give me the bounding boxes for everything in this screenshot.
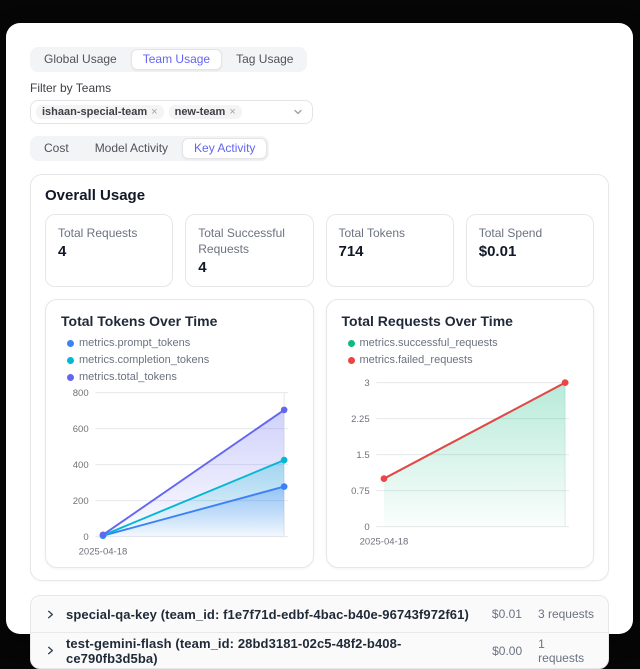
legend-label: metrics.prompt_tokens xyxy=(79,337,191,349)
svg-text:400: 400 xyxy=(73,460,89,471)
stat-total-tokens: Total Tokens 714 xyxy=(325,214,454,287)
remove-tag-icon[interactable]: × xyxy=(151,106,158,118)
key-row-special-qa-key[interactable]: special-qa-key (team_id: f1e7f71d-edbf-4… xyxy=(31,596,608,632)
team-tag-label: new-team xyxy=(174,106,226,118)
stat-total-spend: Total Spend $0.01 xyxy=(465,214,594,287)
legend-dot-icon xyxy=(67,339,74,347)
svg-text:0: 0 xyxy=(83,532,88,543)
chevron-right-icon xyxy=(45,609,56,620)
requests-chart: 0 0.75 1.5 2.25 3 2025-04-18 xyxy=(351,378,569,548)
key-metrics: $0.00 1 requests xyxy=(492,637,594,665)
tokens-chart-card: Total Tokens Over Time metrics.prompt_to… xyxy=(45,299,314,569)
legend-item: metrics.completion_tokens xyxy=(67,354,209,366)
legend-item: metrics.prompt_tokens xyxy=(67,337,190,349)
svg-text:0.75: 0.75 xyxy=(351,486,370,497)
requests-chart-card: Total Requests Over Time metrics.success… xyxy=(325,299,594,569)
key-name: test-gemini-flash (team_id: 28bd3181-02c… xyxy=(66,635,402,666)
legend-item: metrics.total_tokens xyxy=(67,371,177,383)
legend-dot-icon xyxy=(347,339,355,347)
remove-tag-icon[interactable]: × xyxy=(229,106,236,118)
svg-text:600: 600 xyxy=(73,424,89,435)
stat-label: Total Successful Requests xyxy=(198,226,285,256)
legend-item: metrics.failed_requests xyxy=(347,354,473,366)
key-spend: $0.00 xyxy=(492,643,523,658)
tab-global-usage[interactable]: Global Usage xyxy=(44,52,117,66)
stat-value: 4 xyxy=(198,259,207,276)
chevron-down-icon[interactable] xyxy=(292,106,304,118)
team-tag-ishaan-special-team[interactable]: ishaan-special-team × xyxy=(36,105,164,119)
key-metrics: $0.01 3 requests xyxy=(492,607,594,621)
stat-label: Total Requests xyxy=(58,226,138,240)
team-tag-new-team[interactable]: new-team × xyxy=(168,105,242,119)
legend-item: metrics.successful_requests xyxy=(347,337,498,349)
overall-usage-card: Overall Usage Total Requests 4 Total Suc… xyxy=(30,174,609,582)
legend-dot-icon xyxy=(67,356,74,364)
legend-label: metrics.failed_requests xyxy=(359,354,473,366)
legend-dot-icon xyxy=(67,373,74,381)
svg-text:3: 3 xyxy=(364,378,369,389)
overall-usage-title: Overall Usage xyxy=(45,187,146,204)
key-name: special-qa-key (team_id: f1e7f71d-edbf-4… xyxy=(66,606,469,622)
stat-label: Total Spend xyxy=(478,226,543,240)
tab-model-activity[interactable]: Model Activity xyxy=(94,141,169,155)
tab-key-activity[interactable]: Key Activity xyxy=(182,138,268,159)
stat-total-requests: Total Requests 4 xyxy=(45,214,174,287)
stat-label: Total Tokens xyxy=(338,226,406,240)
stats-row: Total Requests 4 Total Successful Reques… xyxy=(45,214,594,287)
legend-label: metrics.successful_requests xyxy=(359,337,498,349)
legend-label: metrics.total_tokens xyxy=(79,371,177,383)
svg-text:2.25: 2.25 xyxy=(351,414,370,425)
key-request-count: 3 requests xyxy=(537,607,594,622)
svg-text:1.5: 1.5 xyxy=(356,450,369,461)
tab-cost[interactable]: Cost xyxy=(44,141,69,155)
key-row-test-gemini-flash[interactable]: test-gemini-flash (team_id: 28bd3181-02c… xyxy=(31,632,608,668)
usage-scope-tabs: Global Usage Team Usage Tag Usage xyxy=(30,47,308,72)
svg-text:800: 800 xyxy=(73,388,89,399)
svg-text:200: 200 xyxy=(73,496,89,507)
usage-dashboard-panel: Global Usage Team Usage Tag Usage Filter… xyxy=(6,23,633,669)
chevron-right-icon xyxy=(45,645,56,656)
svg-text:0: 0 xyxy=(364,522,369,533)
tokens-chart-legend: metrics.prompt_tokens metrics.completion_… xyxy=(61,337,298,383)
tokens-chart: 0 200 400 600 800 2025-04-18 xyxy=(73,388,288,558)
requests-chart-title: Total Requests Over Time xyxy=(341,313,513,329)
legend-label: metrics.completion_tokens xyxy=(79,354,210,366)
tokens-chart-title: Total Tokens Over Time xyxy=(61,313,218,329)
team-tag-label: ishaan-special-team xyxy=(42,106,148,118)
stat-total-successful-requests: Total Successful Requests 4 xyxy=(185,214,314,287)
team-multiselect[interactable]: ishaan-special-team × new-team × xyxy=(30,100,313,124)
key-request-count: 1 requests xyxy=(538,636,585,665)
svg-text:2025-04-18: 2025-04-18 xyxy=(359,537,408,548)
stat-value: 714 xyxy=(338,243,364,260)
requests-chart-legend: metrics.successful_requests metrics.faile… xyxy=(342,337,579,373)
charts-row: Total Tokens Over Time metrics.prompt_to… xyxy=(45,299,594,569)
key-spend: $0.01 xyxy=(491,607,522,622)
key-list: special-qa-key (team_id: f1e7f71d-edbf-4… xyxy=(30,595,609,669)
tab-team-usage[interactable]: Team Usage xyxy=(130,49,223,70)
stat-value: 4 xyxy=(58,243,67,260)
filter-by-teams-label: Filter by Teams xyxy=(30,81,112,95)
stat-value: $0.01 xyxy=(478,243,517,260)
svg-text:2025-04-18: 2025-04-18 xyxy=(79,547,128,558)
tab-tag-usage[interactable]: Tag Usage xyxy=(236,52,294,66)
legend-dot-icon xyxy=(347,356,355,364)
activity-tabs: Cost Model Activity Key Activity xyxy=(30,136,270,161)
